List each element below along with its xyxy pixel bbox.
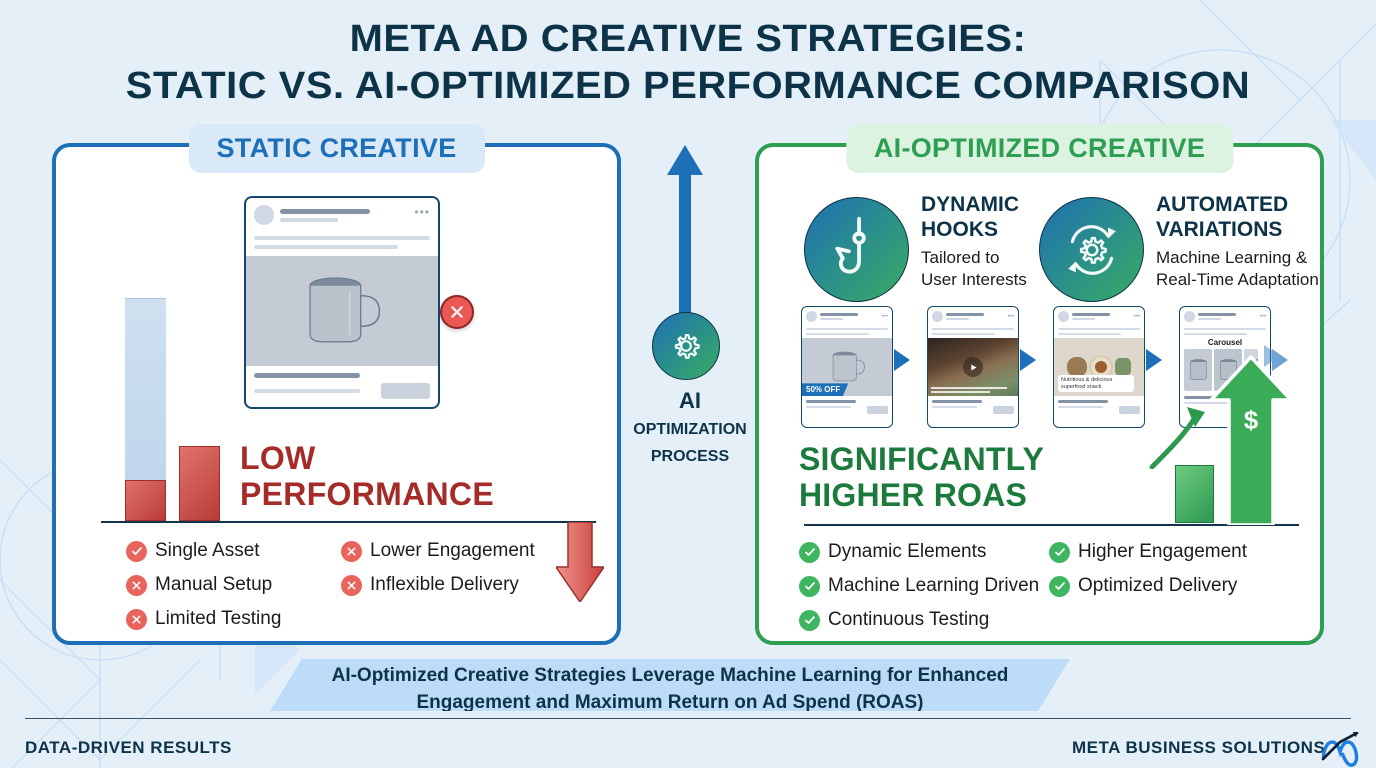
svg-text:$: $ [1244, 405, 1259, 435]
